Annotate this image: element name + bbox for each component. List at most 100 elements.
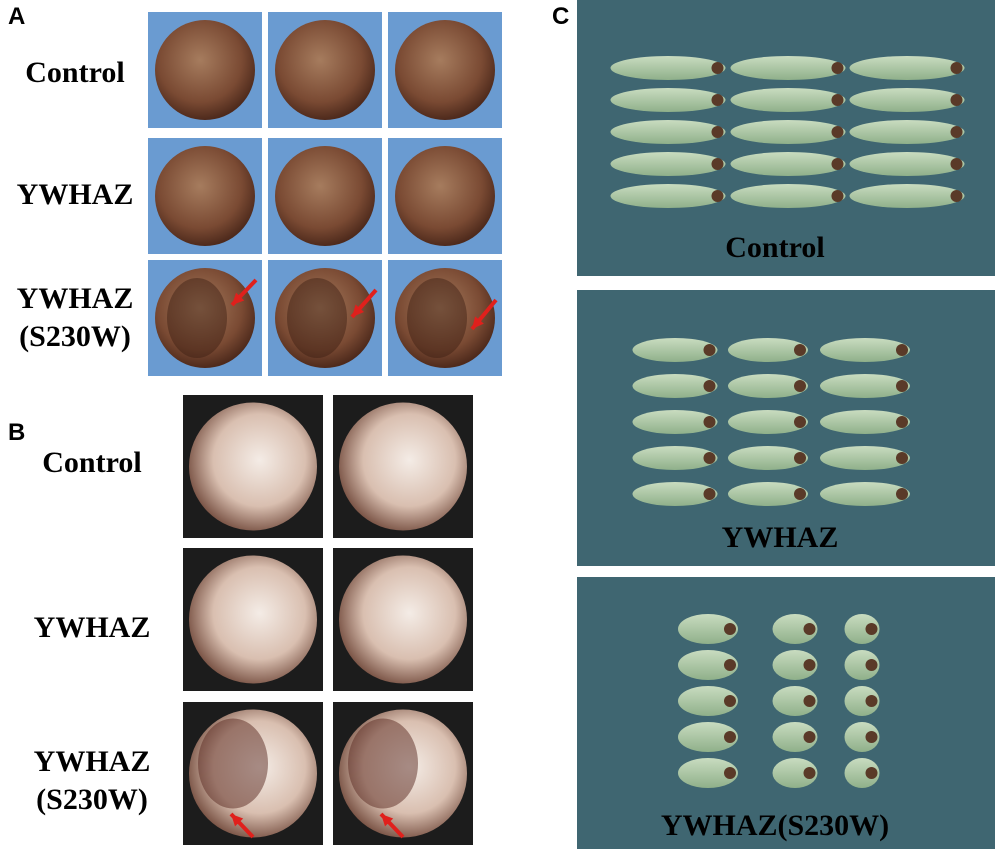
tadpole-eye [803,695,816,707]
tadpole [820,482,910,506]
tadpole-eye [703,380,716,392]
tadpole-eye [865,623,878,635]
embryo [155,268,255,368]
tadpole [728,482,808,506]
tadpole [730,152,846,176]
tadpole [678,614,738,644]
tadpole-eye [711,126,724,138]
tadpole [728,338,808,362]
embryo [275,146,375,246]
tadpole [849,184,965,208]
tadpole-eye [896,380,908,392]
embryo [395,268,495,368]
tadpole [632,410,718,434]
panel-label: B [8,419,25,446]
tadpole [632,338,718,362]
tadpole-eye [803,623,816,635]
tadpole [632,374,718,398]
embryo [189,555,317,684]
tadpole-eye [803,731,816,743]
tadpole [678,650,738,680]
arrow-head [381,814,394,827]
arrow-head [232,292,245,305]
tadpole [844,614,880,644]
embryo [155,20,255,120]
row-label: YWHAZ [17,178,134,211]
tadpole [772,650,818,680]
tadpole [678,722,738,752]
tadpole-eye [896,344,908,356]
tadpole [728,410,808,434]
tadpole-eye [865,659,878,671]
tadpole-eye [831,94,844,106]
embryo [339,555,467,684]
pigment [407,278,467,358]
row-label: Control [725,231,824,264]
panel-label: C [552,3,569,30]
tadpole [820,338,910,362]
embryo [339,402,467,531]
row-label: YWHAZ [34,611,151,644]
embryo [275,268,375,368]
tadpole [610,120,726,144]
row-label: YWHAZ [17,282,134,315]
embryo [189,402,317,531]
tadpole-eye [724,695,736,707]
tadpole-eye [865,731,878,743]
tadpole-eye [950,126,963,138]
tadpole-eye [703,344,716,356]
tadpole [610,56,726,80]
tadpole [678,686,738,716]
pigment [198,718,268,809]
tadpole [772,722,818,752]
tadpole [849,88,965,112]
tadpole [772,614,818,644]
tadpole [610,152,726,176]
tadpole-eye [711,94,724,106]
tadpole-eye [896,416,908,428]
tadpole [730,120,846,144]
pigment [287,278,347,358]
tadpole [849,120,965,144]
tadpole [678,758,738,788]
tadpole [820,410,910,434]
tadpole [849,152,965,176]
tadpole-eye [950,190,963,202]
tadpole-eye [724,623,736,635]
tadpole-eye [794,452,806,464]
row-label: (S230W) [19,320,131,353]
embryo [395,146,495,246]
tadpole-eye [711,62,724,74]
embryo [395,20,495,120]
tadpole [844,650,880,680]
pigment [167,278,227,358]
tadpole [849,56,965,80]
tadpole-eye [831,126,844,138]
tadpole-eye [724,659,736,671]
tadpole [730,88,846,112]
tadpole [844,722,880,752]
tadpole-eye [794,488,806,500]
tadpole [728,446,808,470]
tadpole-eye [831,158,844,170]
tadpole [844,758,880,788]
tadpole-eye [794,380,806,392]
tadpole [772,686,818,716]
tadpole-eye [896,452,908,464]
tadpole-eye [794,344,806,356]
arrow-head [472,316,484,329]
tadpole [632,482,718,506]
tadpole-eye [803,659,816,671]
tadpole-eye [703,452,716,464]
row-label: YWHAZ [722,521,839,554]
tadpole-eye [950,94,963,106]
tadpole-eye [703,416,716,428]
tadpole-eye [865,767,878,779]
tadpole-eye [803,767,816,779]
tadpole [728,374,808,398]
panel-label: A [8,3,25,30]
tadpole [772,758,818,788]
tadpole-eye [831,190,844,202]
tadpole [820,446,910,470]
arrow-head [352,304,365,317]
